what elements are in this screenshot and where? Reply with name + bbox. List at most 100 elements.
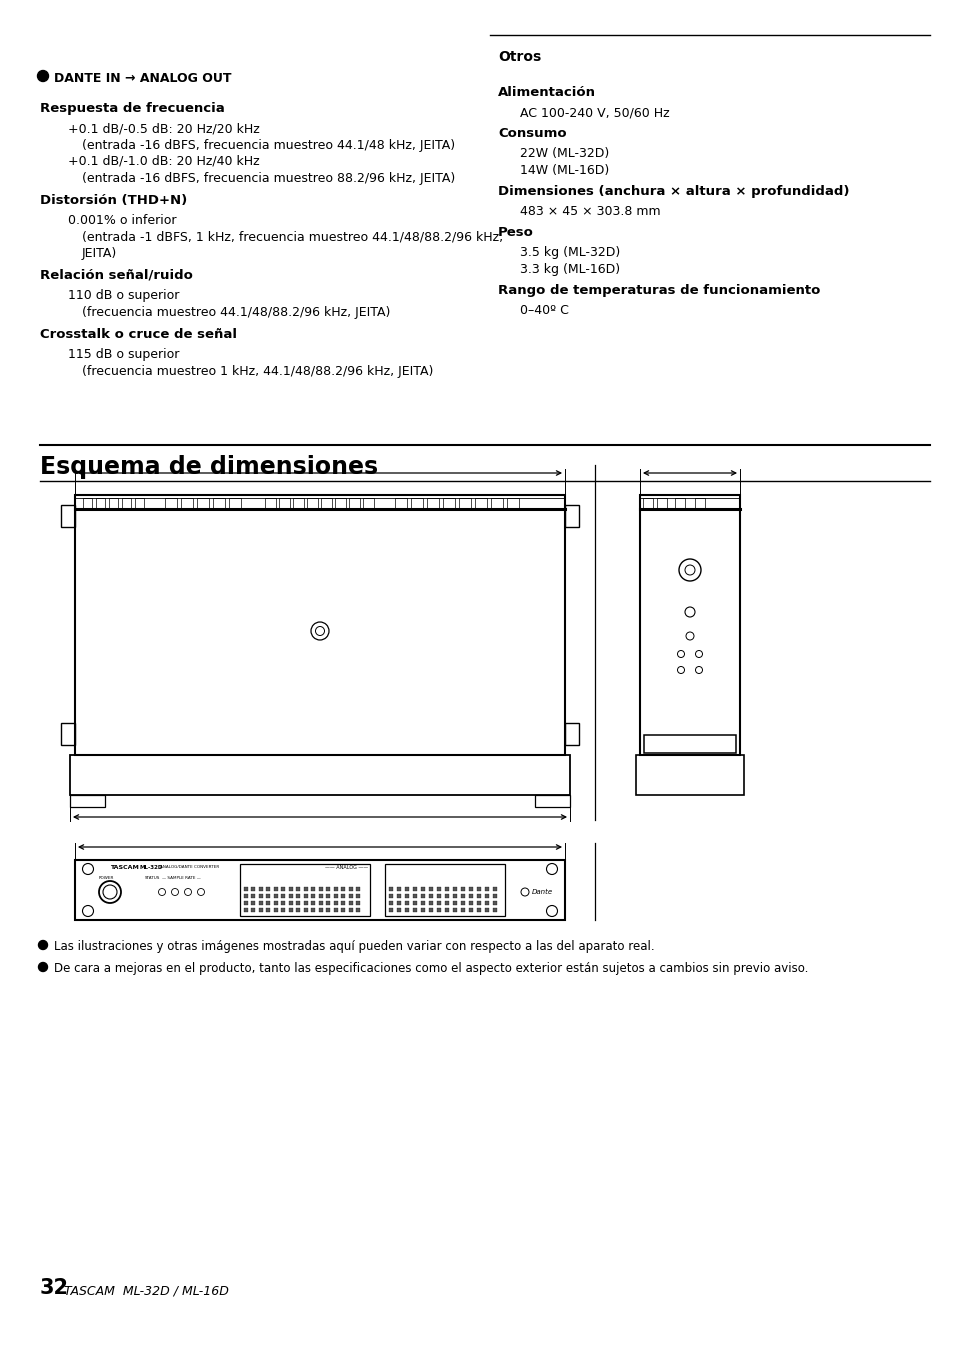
Bar — [312, 900, 315, 904]
Bar — [75, 860, 564, 919]
Bar — [318, 894, 323, 898]
Bar — [395, 498, 407, 508]
Bar — [493, 894, 497, 898]
Text: TASCAM: TASCAM — [110, 865, 139, 869]
Bar — [318, 900, 323, 904]
Text: +0.1 dB/-0.5 dB: 20 Hz/20 kHz: +0.1 dB/-0.5 dB: 20 Hz/20 kHz — [68, 122, 259, 135]
Bar — [341, 900, 345, 904]
Circle shape — [103, 886, 117, 899]
Bar — [420, 887, 424, 891]
Bar — [258, 887, 263, 891]
Text: Esquema de dimensiones: Esquema de dimensiones — [40, 455, 377, 479]
Bar — [444, 894, 449, 898]
Text: 0–40º C: 0–40º C — [519, 304, 568, 317]
Bar — [326, 894, 330, 898]
Text: Peso: Peso — [497, 225, 534, 239]
Text: ANALOG/DANTE CONVERTER: ANALOG/DANTE CONVERTER — [160, 865, 219, 869]
Bar — [213, 498, 225, 508]
Text: —— ANALOG ——: —— ANALOG —— — [325, 865, 368, 869]
Bar — [244, 887, 248, 891]
Bar — [564, 724, 578, 745]
Bar — [274, 887, 277, 891]
Bar — [244, 909, 248, 913]
Bar — [389, 909, 393, 913]
Bar — [293, 498, 304, 508]
Bar — [453, 900, 456, 904]
Bar — [326, 887, 330, 891]
Text: (entrada -16 dBFS, frecuencia muestreo 44.1/48 kHz, JEITA): (entrada -16 dBFS, frecuencia muestreo 4… — [82, 139, 455, 153]
Bar — [453, 894, 456, 898]
Bar — [396, 909, 400, 913]
Bar — [61, 505, 75, 526]
Bar — [484, 894, 489, 898]
Bar — [484, 909, 489, 913]
Bar — [274, 900, 277, 904]
Bar — [493, 909, 497, 913]
Bar — [429, 887, 433, 891]
Bar — [413, 900, 416, 904]
Bar — [535, 795, 569, 807]
Text: JEITA): JEITA) — [82, 247, 117, 261]
Bar — [266, 887, 271, 891]
Bar — [491, 498, 502, 508]
Bar — [266, 900, 271, 904]
Bar — [304, 887, 308, 891]
Bar — [564, 505, 578, 526]
Text: (entrada -1 dBFS, 1 kHz, frecuencia muestreo 44.1/48/88.2/96 kHz,: (entrada -1 dBFS, 1 kHz, frecuencia mues… — [82, 231, 502, 244]
Circle shape — [38, 941, 48, 949]
Bar — [413, 909, 416, 913]
Bar — [476, 894, 480, 898]
Text: DANTE IN → ANALOG OUT: DANTE IN → ANALOG OUT — [54, 72, 232, 85]
Bar — [636, 755, 743, 795]
Bar — [307, 498, 317, 508]
Bar — [444, 887, 449, 891]
Bar — [356, 900, 360, 904]
Bar — [304, 894, 308, 898]
Bar — [642, 498, 652, 508]
Bar — [252, 887, 255, 891]
Bar — [266, 894, 271, 898]
Bar — [476, 909, 480, 913]
Bar — [304, 909, 308, 913]
Bar — [405, 894, 409, 898]
Bar — [460, 887, 464, 891]
Bar — [484, 900, 489, 904]
Bar — [413, 887, 416, 891]
Text: 0.001% o inferior: 0.001% o inferior — [68, 215, 176, 227]
Bar — [196, 498, 209, 508]
Bar — [289, 900, 293, 904]
Bar — [281, 900, 285, 904]
Bar — [96, 498, 105, 508]
Text: Distorsión (THD+N): Distorsión (THD+N) — [40, 194, 187, 207]
Bar — [385, 864, 504, 917]
Bar — [252, 900, 255, 904]
Bar — [460, 894, 464, 898]
Bar — [109, 498, 118, 508]
Bar — [244, 894, 248, 898]
Bar — [341, 894, 345, 898]
Bar — [312, 909, 315, 913]
Bar — [420, 909, 424, 913]
Text: 14W (ML-16D): 14W (ML-16D) — [519, 163, 609, 177]
Bar — [83, 498, 91, 508]
Bar — [427, 498, 438, 508]
Bar — [356, 887, 360, 891]
Text: De cara a mejoras en el producto, tanto las especificaciones como el aspecto ext: De cara a mejoras en el producto, tanto … — [54, 963, 807, 975]
Bar — [356, 894, 360, 898]
Bar — [469, 900, 473, 904]
Bar — [341, 887, 345, 891]
Bar — [453, 887, 456, 891]
Bar — [258, 894, 263, 898]
Bar — [389, 894, 393, 898]
Text: (frecuencia muestreo 44.1/48/88.2/96 kHz, JEITA): (frecuencia muestreo 44.1/48/88.2/96 kHz… — [82, 306, 390, 319]
Text: 32: 32 — [40, 1278, 69, 1297]
Bar — [335, 498, 346, 508]
Bar — [506, 498, 518, 508]
Bar — [135, 498, 144, 508]
Text: (entrada -16 dBFS, frecuencia muestreo 88.2/96 kHz, JEITA): (entrada -16 dBFS, frecuencia muestreo 8… — [82, 171, 455, 185]
Bar — [252, 894, 255, 898]
Text: 22W (ML-32D): 22W (ML-32D) — [519, 147, 609, 161]
Bar — [458, 498, 471, 508]
Bar — [289, 909, 293, 913]
Bar — [484, 887, 489, 891]
